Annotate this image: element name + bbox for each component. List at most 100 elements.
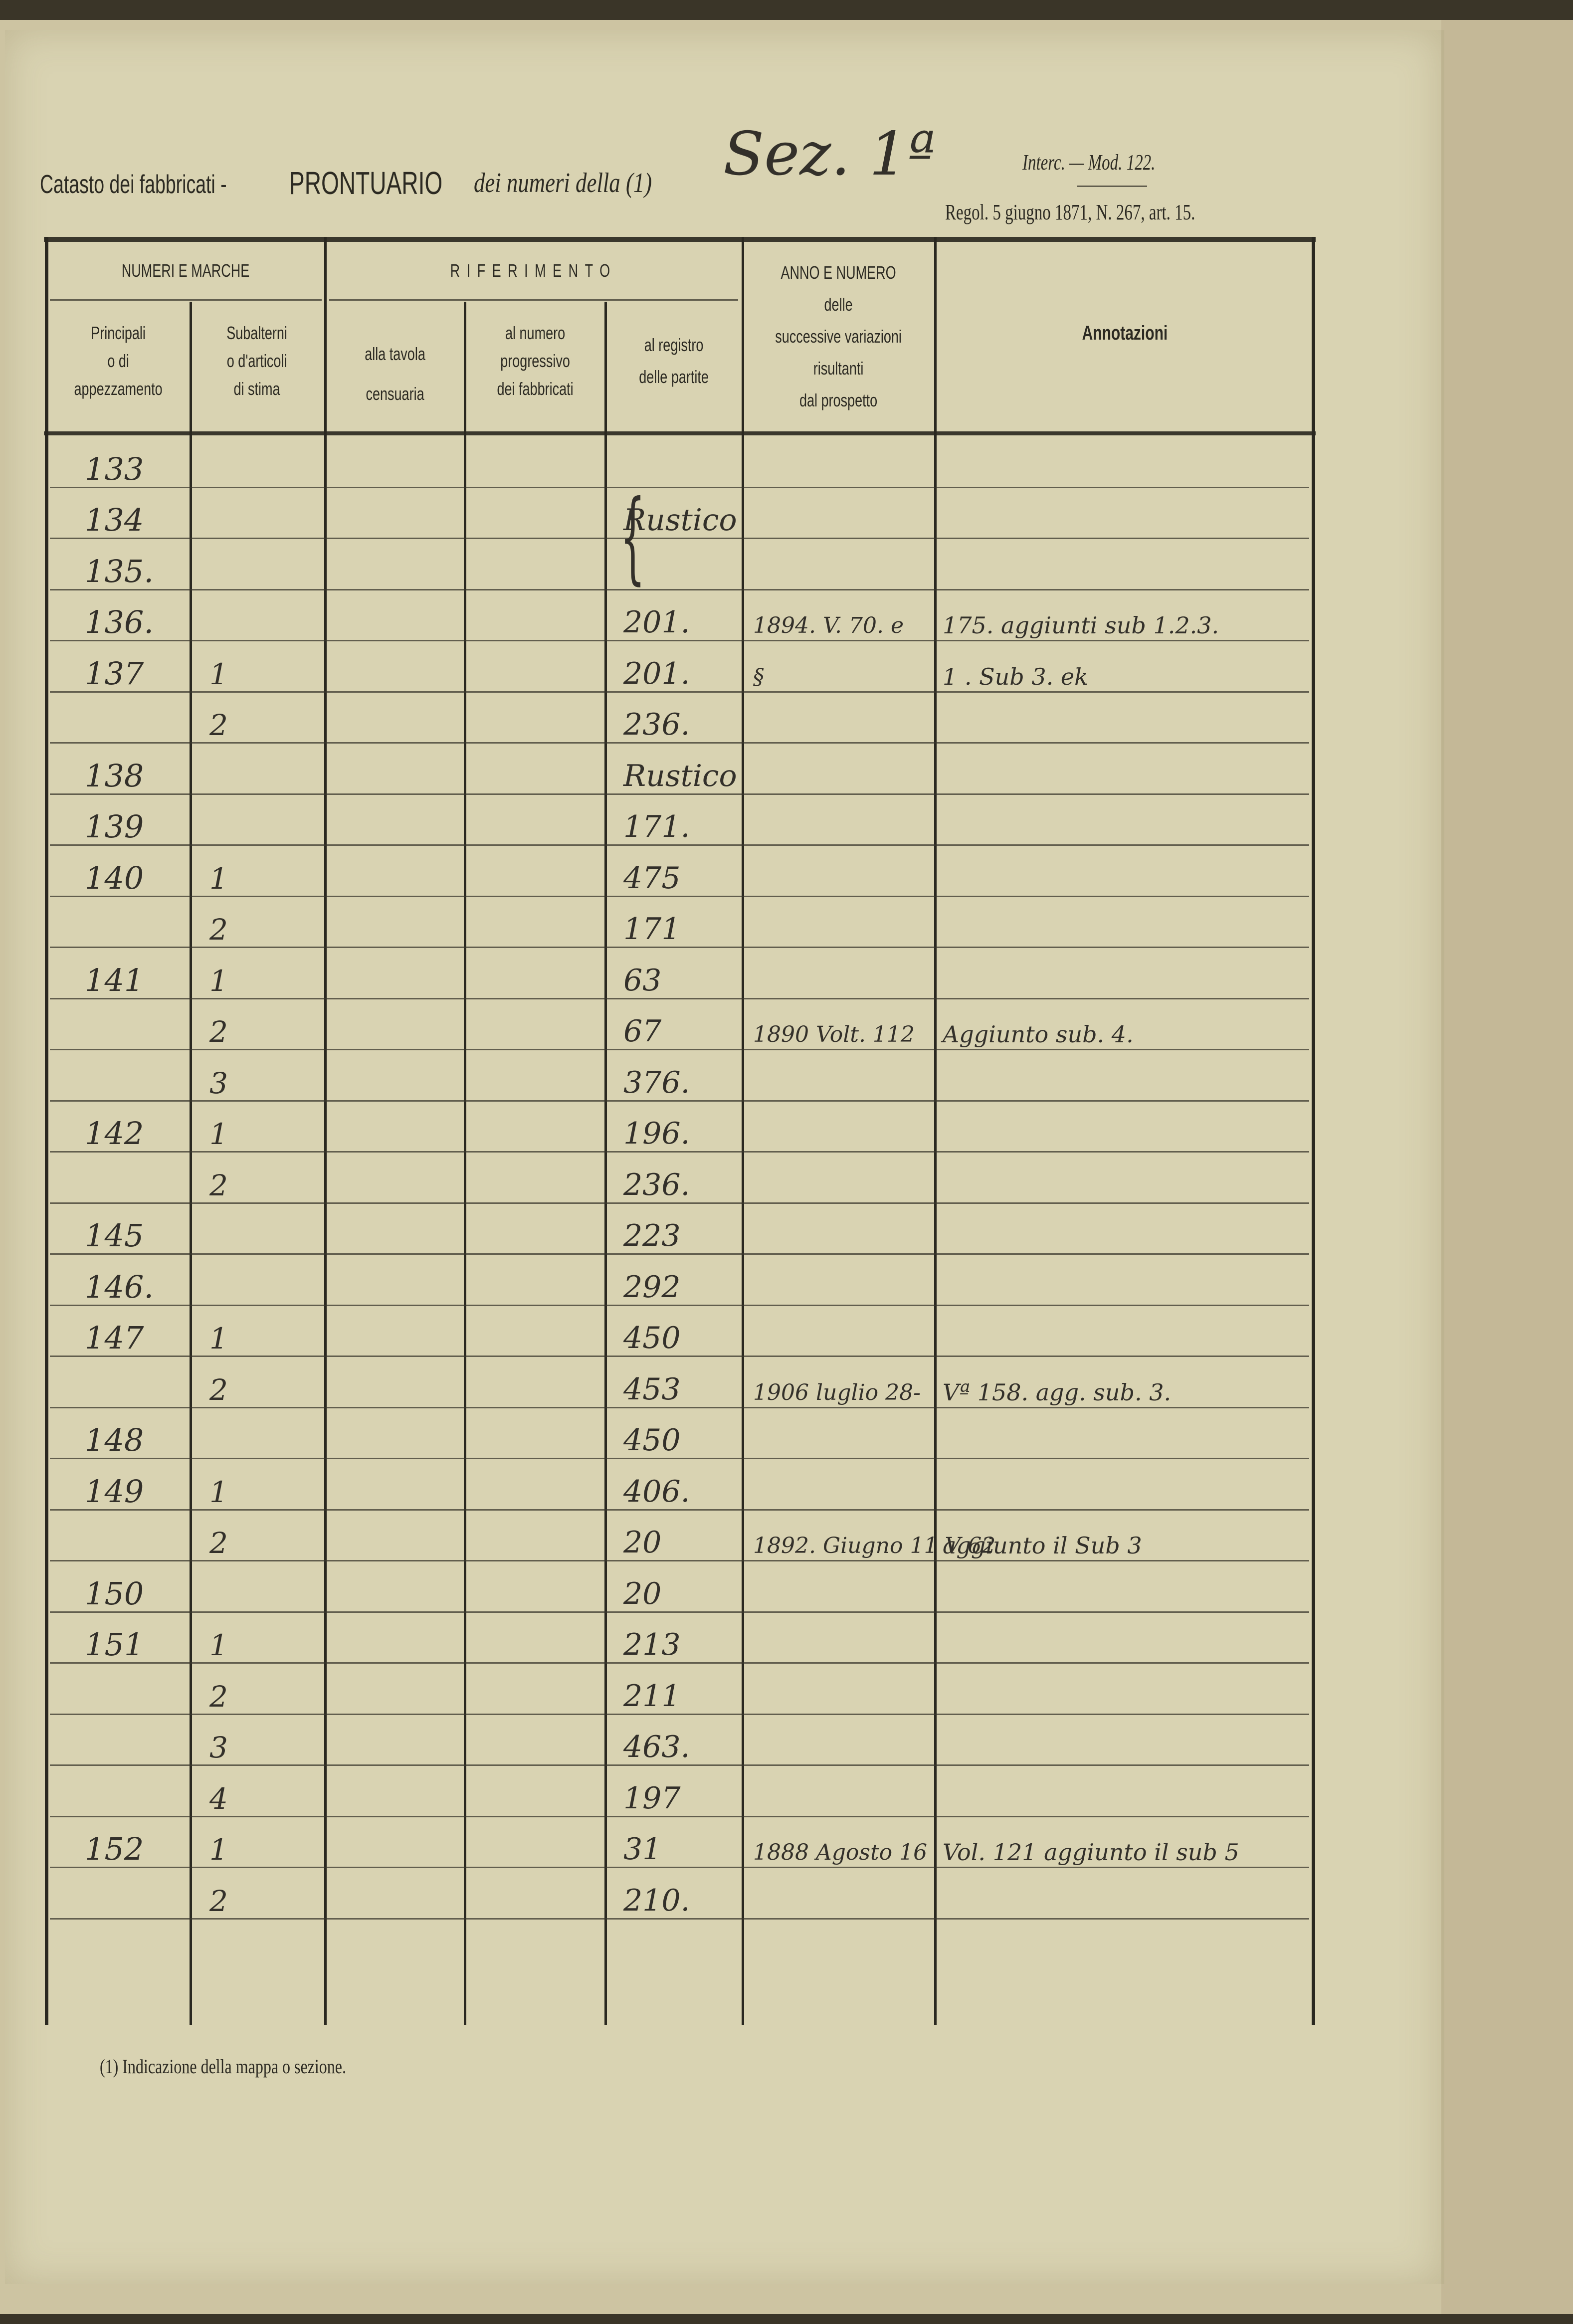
cell-anno: 1894. V. 70. e — [753, 613, 904, 638]
cell-sub: 2 — [209, 1679, 228, 1714]
table-top-border — [44, 237, 1316, 242]
row-rule — [50, 1918, 1309, 1920]
table-row: 3 376. — [0, 1055, 1347, 1106]
cell-sub: 1 — [209, 1322, 228, 1356]
column-divider — [742, 237, 744, 2025]
table-row: 147 1 450 — [0, 1311, 1347, 1362]
row-rule — [50, 588, 1309, 590]
cell-anno: 1892. Giugno 11 V 62 — [753, 1533, 996, 1558]
cell-annot: Vol. 121 aggiunto il sub 5 — [943, 1839, 1239, 1866]
cell-principale: 150 — [85, 1575, 144, 1612]
row-rule — [50, 793, 1309, 795]
cell-sub: 1 — [209, 1833, 228, 1867]
cell-principale: 133 — [85, 450, 144, 487]
cell-sub: 2 — [209, 913, 228, 947]
divider — [1077, 186, 1147, 187]
table-row: 142 1 196. — [0, 1106, 1347, 1158]
table-row: 2 453 1906 luglio 28- Vª 158. agg. sub. 3. — [0, 1361, 1347, 1413]
cell-registro: 223 — [623, 1218, 681, 1253]
column-divider — [464, 302, 466, 2025]
cell-anno: 1890 Volt. 112 — [753, 1022, 915, 1047]
table-row: 140 1 475 — [0, 850, 1347, 902]
table-row: 141 1 63 — [0, 953, 1347, 1004]
row-rule — [50, 997, 1309, 999]
cell-registro: 67 — [623, 1014, 662, 1049]
cell-sub: 1 — [209, 657, 228, 691]
cell-sub: 2 — [209, 1168, 228, 1202]
row-rule — [50, 1509, 1309, 1511]
table-row: 151 1 213 — [0, 1617, 1347, 1669]
row-rule — [50, 1356, 1309, 1357]
table-row: 139 171. — [0, 799, 1347, 851]
column-divider — [934, 237, 937, 2025]
cell-annot: 1 . Sub 3. ek — [943, 663, 1088, 690]
form-title-prefix: Catasto dei fabbricati - — [40, 170, 227, 199]
header-bottom-border — [44, 431, 1316, 435]
header-registro: al registro delle partite — [639, 335, 709, 387]
row-rule — [50, 1867, 1309, 1868]
table-row: 152 1 31 1888 Agosto 16 Vol. 121 aggiunto il… — [0, 1822, 1347, 1873]
footnote: (1) Indicazione della mappa o sezione. — [100, 2055, 346, 2078]
row-rule — [50, 1458, 1309, 1459]
cell-registro: 463. — [623, 1730, 690, 1764]
cell-principale: 142 — [85, 1115, 144, 1152]
header-group-numeri: NUMERI E MARCHE — [122, 260, 250, 281]
cell-principale: 149 — [85, 1473, 144, 1510]
cell-principale: 140 — [85, 859, 144, 896]
table-row: 134 Rustico — [0, 493, 1347, 544]
row-rule — [50, 947, 1309, 948]
cell-annot: 175. aggiunti sub 1.2.3. — [943, 612, 1219, 639]
cell-registro: 197 — [623, 1780, 681, 1816]
row-rule — [50, 486, 1309, 488]
cell-registro: 210. — [623, 1883, 690, 1918]
cell-registro: 20 — [623, 1525, 662, 1560]
row-rule — [50, 1560, 1309, 1561]
row-rule — [50, 1304, 1309, 1306]
group-brace-riferimento — [329, 299, 738, 301]
brace-mark: { — [620, 479, 646, 595]
cell-anno: § — [753, 664, 764, 690]
header-annotazioni: Annotazioni — [1082, 322, 1168, 344]
cell-principale: 147 — [85, 1320, 144, 1356]
cell-registro: 475 — [623, 860, 681, 896]
cell-registro: 20 — [623, 1576, 662, 1611]
cell-principale: 138 — [85, 757, 144, 794]
cell-principale: 152 — [85, 1831, 144, 1867]
table-row: 2 236. — [0, 697, 1347, 749]
cell-registro: 201. — [623, 656, 690, 691]
cell-registro: Rustico — [623, 758, 737, 793]
cell-registro: 171 — [623, 912, 681, 947]
cell-sub: 3 — [209, 1731, 228, 1764]
cell-registro: 450 — [623, 1423, 681, 1458]
cell-sub: 3 — [209, 1066, 228, 1100]
cell-principale: 145 — [85, 1217, 144, 1254]
cell-registro: 31 — [623, 1832, 662, 1867]
column-divider — [45, 237, 48, 2025]
row-rule — [50, 1406, 1309, 1408]
header-subalterni: Subalterni o d'articoli di stima — [226, 323, 287, 399]
cell-registro: Rustico — [623, 503, 737, 538]
row-rule — [50, 538, 1309, 539]
cell-annot: Vª 158. agg. sub. 3. — [943, 1378, 1172, 1406]
table-row: 136. 201. 1894. V. 70. e 175. aggiunti sub … — [0, 595, 1347, 646]
form-title-bold: PRONTUARIO — [289, 165, 443, 201]
cell-registro: 236. — [623, 1167, 690, 1202]
column-divider — [1312, 237, 1315, 2025]
table-row: 150 20 — [0, 1566, 1347, 1617]
cell-registro: 201. — [623, 605, 690, 640]
table-row: 4 197 — [0, 1770, 1347, 1822]
document-sheet — [5, 30, 1444, 2284]
row-rule — [50, 1815, 1309, 1817]
cell-registro: 63 — [623, 963, 662, 998]
row-rule — [50, 895, 1309, 897]
table-row: 133 — [0, 441, 1347, 493]
row-rule — [50, 1202, 1309, 1204]
cell-principale: 146. — [85, 1268, 154, 1305]
cell-sub: 2 — [209, 1015, 228, 1049]
cell-principale: 137 — [85, 655, 144, 692]
cell-principale: 148 — [85, 1422, 144, 1458]
cell-sub: 2 — [209, 1884, 228, 1918]
row-rule — [50, 1662, 1309, 1664]
row-rule — [50, 1151, 1309, 1153]
cell-principale: 135. — [85, 553, 154, 589]
